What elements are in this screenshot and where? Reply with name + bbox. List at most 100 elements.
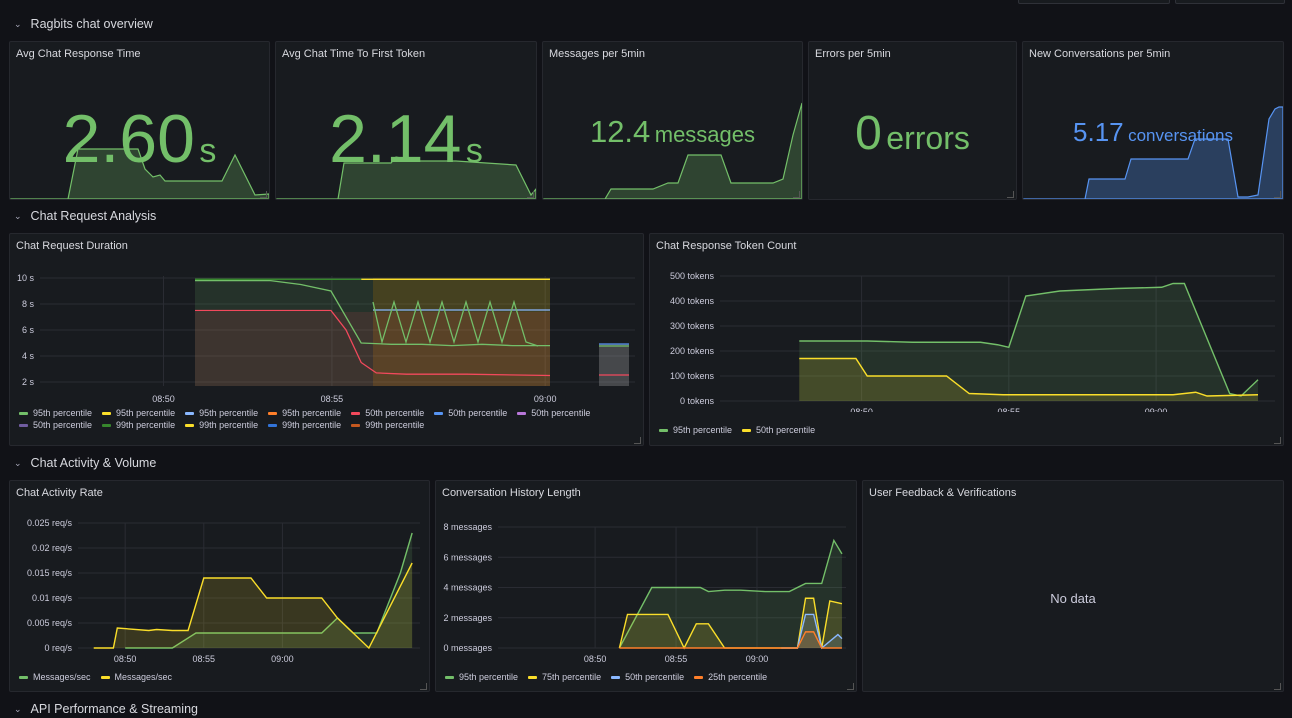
legend-swatch: [185, 411, 195, 415]
legend-label: 95th percentile: [282, 408, 342, 418]
legend-swatch: [434, 411, 444, 415]
panel-title: Conversation History Length: [442, 487, 581, 499]
legend-label: 99th percentile: [282, 420, 342, 430]
chart-area: 0.025 req/s 0.02 req/s 0.015 req/s 0.01 req…: [27, 518, 420, 664]
legend-item[interactable]: Messages/sec: [100, 672, 173, 682]
x-tick-label: 08:50: [850, 407, 873, 412]
legend-item[interactable]: 95th percentile: [659, 425, 732, 435]
band-50th: [195, 312, 550, 386]
legend-swatch: [528, 675, 538, 679]
chevron-down-icon: ⌄: [14, 18, 22, 29]
x-tick-label: 08:55: [193, 654, 216, 664]
resize-handle[interactable]: [1274, 191, 1281, 198]
panel-user-feedback[interactable]: User Feedback & Verifications No data: [862, 480, 1284, 692]
x-tick-label: 09:00: [534, 394, 557, 402]
sparkline: [10, 148, 269, 199]
legend-label: 50th percentile: [33, 420, 93, 430]
x-tick-label: 08:55: [665, 654, 688, 664]
y-tick-label: 2 messages: [443, 613, 492, 623]
legend-item[interactable]: 25th percentile: [694, 672, 767, 682]
band-small: [599, 344, 629, 386]
series-area: [619, 540, 842, 648]
legend-item[interactable]: 95th percentile: [19, 408, 92, 418]
panel-chat-activity-rate[interactable]: Chat Activity Rate 0.025 req/s 0.02 req/s…: [9, 480, 430, 692]
legend-item[interactable]: 95th percentile: [185, 408, 258, 418]
legend-label: Messages/sec: [33, 672, 91, 682]
resize-handle[interactable]: [1274, 683, 1281, 690]
chart-area: 10 s 8 s 6 s 4 s 2 s 08:50 08:55 09:00: [17, 273, 635, 402]
row-title: Ragbits chat overview: [30, 17, 153, 31]
row-header-activity[interactable]: ⌄ Chat Activity & Volume: [14, 454, 156, 472]
legend-swatch: [351, 411, 361, 415]
resize-handle[interactable]: [1007, 191, 1014, 198]
legend-item[interactable]: 50th percentile: [19, 420, 92, 430]
legend-item[interactable]: 50th percentile: [351, 408, 424, 418]
resize-handle[interactable]: [527, 191, 534, 198]
panel-title: Chat Request Duration: [16, 240, 128, 252]
time-range-picker[interactable]: [1018, 0, 1170, 4]
panel-chat-response-token-count[interactable]: Chat Response Token Count 500 tokens 400 …: [649, 233, 1284, 446]
stat-panel-avg-first-token[interactable]: Avg Chat Time To First Token 2.14 s: [275, 41, 537, 200]
panel-title: Chat Activity Rate: [16, 487, 103, 499]
legend-swatch: [102, 411, 112, 415]
panel-chat-request-duration[interactable]: Chat Request Duration 10 s 8 s 6 s 4 s 2 s 0…: [9, 233, 644, 446]
series-line: [619, 631, 842, 649]
series-line: [799, 282, 1259, 397]
y-tick-label: 500 tokens: [670, 271, 715, 281]
legend-swatch: [268, 411, 278, 415]
legend-item[interactable]: 95th percentile: [445, 672, 518, 682]
panel-title: Messages per 5min: [549, 48, 645, 60]
legend-item[interactable]: 50th percentile: [434, 408, 507, 418]
resize-handle[interactable]: [793, 191, 800, 198]
series-zigzag: [372, 299, 539, 347]
resize-handle[interactable]: [420, 683, 427, 690]
panel-conversation-history-length[interactable]: Conversation History Length 8 messages 6 …: [435, 480, 857, 692]
row-title: Chat Request Analysis: [30, 209, 157, 223]
legend-label: 50th percentile: [625, 672, 685, 682]
y-tick-label: 0 messages: [443, 643, 492, 653]
stat-value: 0 errors: [855, 107, 970, 160]
stat-value: 12.4 messages: [589, 114, 756, 149]
y-axis: 0.025 req/s 0.02 req/s 0.015 req/s 0.01 req…: [27, 518, 420, 653]
legend-item[interactable]: 75th percentile: [528, 672, 601, 682]
y-tick-label: 400 tokens: [670, 296, 715, 306]
legend-item[interactable]: 50th percentile: [742, 425, 815, 435]
series-area: [619, 598, 842, 648]
legend-item[interactable]: 99th percentile: [102, 420, 175, 430]
stat-panel-new-conversations[interactable]: New Conversations per 5min 5.17 conversa…: [1022, 41, 1284, 200]
resize-handle[interactable]: [847, 683, 854, 690]
legend-swatch: [19, 411, 28, 415]
y-axis: 500 tokens 400 tokens 300 tokens 200 tokens…: [670, 271, 1275, 406]
legend-item[interactable]: 99th percentile: [351, 420, 424, 430]
refresh-picker[interactable]: [1175, 0, 1285, 4]
legend-swatch: [694, 675, 704, 679]
stat-panel-messages[interactable]: Messages per 5min 12.4 messages: [542, 41, 803, 200]
resize-handle[interactable]: [260, 191, 267, 198]
y-tick-label: 8 s: [22, 299, 35, 309]
resize-handle[interactable]: [634, 437, 641, 444]
row-header-api[interactable]: ⌄ API Performance & Streaming: [14, 700, 198, 718]
y-tick-label: 0.02 req/s: [32, 543, 73, 553]
legend-item[interactable]: 95th percentile: [268, 408, 341, 418]
stat-panel-avg-response[interactable]: Avg Chat Response Time 2.60 s: [9, 41, 270, 200]
legend-label: 75th percentile: [542, 672, 602, 682]
series-area: [799, 283, 1259, 401]
legend-item[interactable]: 50th percentile: [611, 672, 684, 682]
chevron-down-icon: ⌄: [14, 210, 22, 221]
row-header-overview[interactable]: ⌄ Ragbits chat overview: [14, 15, 153, 33]
resize-handle[interactable]: [1274, 437, 1281, 444]
row-header-analysis[interactable]: ⌄ Chat Request Analysis: [14, 207, 156, 225]
x-tick-label: 09:00: [271, 654, 294, 664]
y-axis: 10 s 8 s 6 s 4 s 2 s: [17, 273, 635, 387]
legend-label: Messages/sec: [114, 672, 173, 682]
legend-label: 25th percentile: [708, 672, 768, 682]
legend-swatch: [351, 423, 361, 427]
legend-item[interactable]: 95th percentile: [102, 408, 175, 418]
legend-item[interactable]: Messages/sec: [19, 672, 91, 682]
legend-item[interactable]: 99th percentile: [268, 420, 341, 430]
legend-item[interactable]: 50th percentile: [517, 408, 590, 418]
stat-panel-errors[interactable]: Errors per 5min 0 errors: [808, 41, 1017, 200]
legend-item[interactable]: 99th percentile: [185, 420, 258, 430]
legend-swatch: [742, 428, 752, 432]
series-area: [125, 533, 413, 648]
